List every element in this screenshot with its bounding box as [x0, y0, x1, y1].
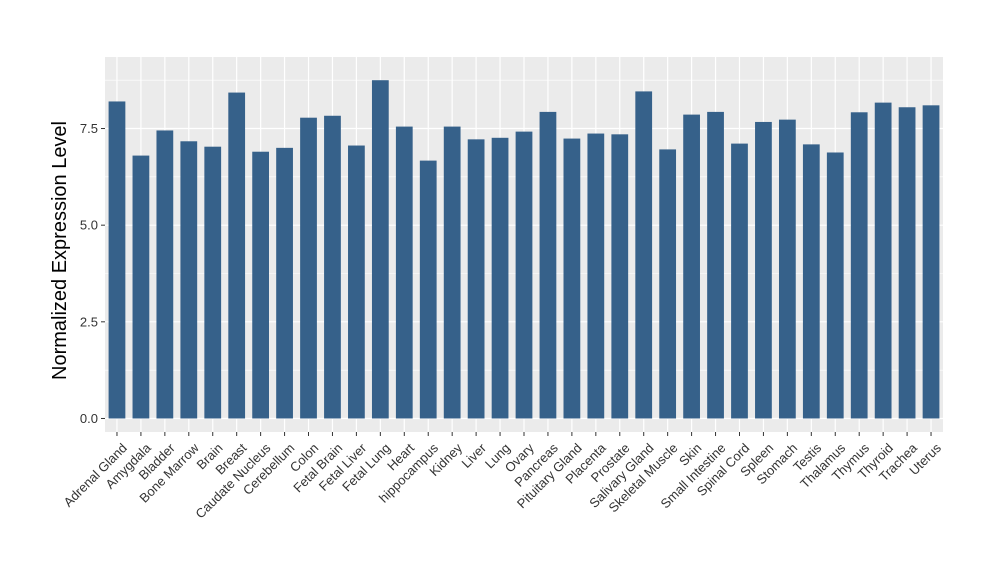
y-tick-label: 2.5 — [80, 314, 98, 329]
bar — [395, 126, 413, 419]
bar — [491, 137, 509, 419]
bar — [826, 152, 844, 419]
x-tick-label: Liver — [458, 440, 489, 471]
y-tick-label: 7.5 — [80, 121, 98, 136]
y-tick-label: 5.0 — [80, 218, 98, 233]
bar — [922, 105, 940, 419]
bar — [443, 126, 461, 419]
bar — [802, 144, 820, 419]
bar — [707, 111, 724, 419]
y-tick-label: 0.0 — [80, 411, 98, 426]
bar — [467, 139, 485, 419]
bar — [635, 91, 653, 419]
bar — [132, 155, 150, 419]
bar — [419, 160, 437, 419]
bar — [587, 133, 605, 419]
bar — [898, 107, 916, 419]
bar — [731, 143, 748, 419]
bar — [276, 147, 293, 419]
bar — [371, 80, 389, 419]
bar — [755, 121, 772, 419]
bar — [228, 92, 246, 419]
bar — [324, 115, 341, 419]
bar — [683, 114, 700, 419]
bar — [180, 141, 198, 419]
y-axis: 0.0 2.5 5.0 7.5 — [80, 121, 105, 426]
bar — [778, 119, 796, 419]
bar — [611, 134, 629, 419]
bar — [252, 151, 270, 419]
bar — [563, 138, 581, 419]
bar — [874, 102, 892, 419]
bar — [515, 131, 533, 419]
bar — [204, 146, 222, 419]
bar — [659, 149, 677, 419]
bar — [300, 117, 317, 419]
bar — [850, 112, 868, 419]
bar — [539, 111, 557, 419]
bar — [156, 130, 174, 419]
bars-group — [108, 80, 940, 419]
bar — [348, 145, 365, 419]
y-axis-title: Normalized Expression Level — [49, 121, 71, 380]
bar — [108, 101, 126, 419]
